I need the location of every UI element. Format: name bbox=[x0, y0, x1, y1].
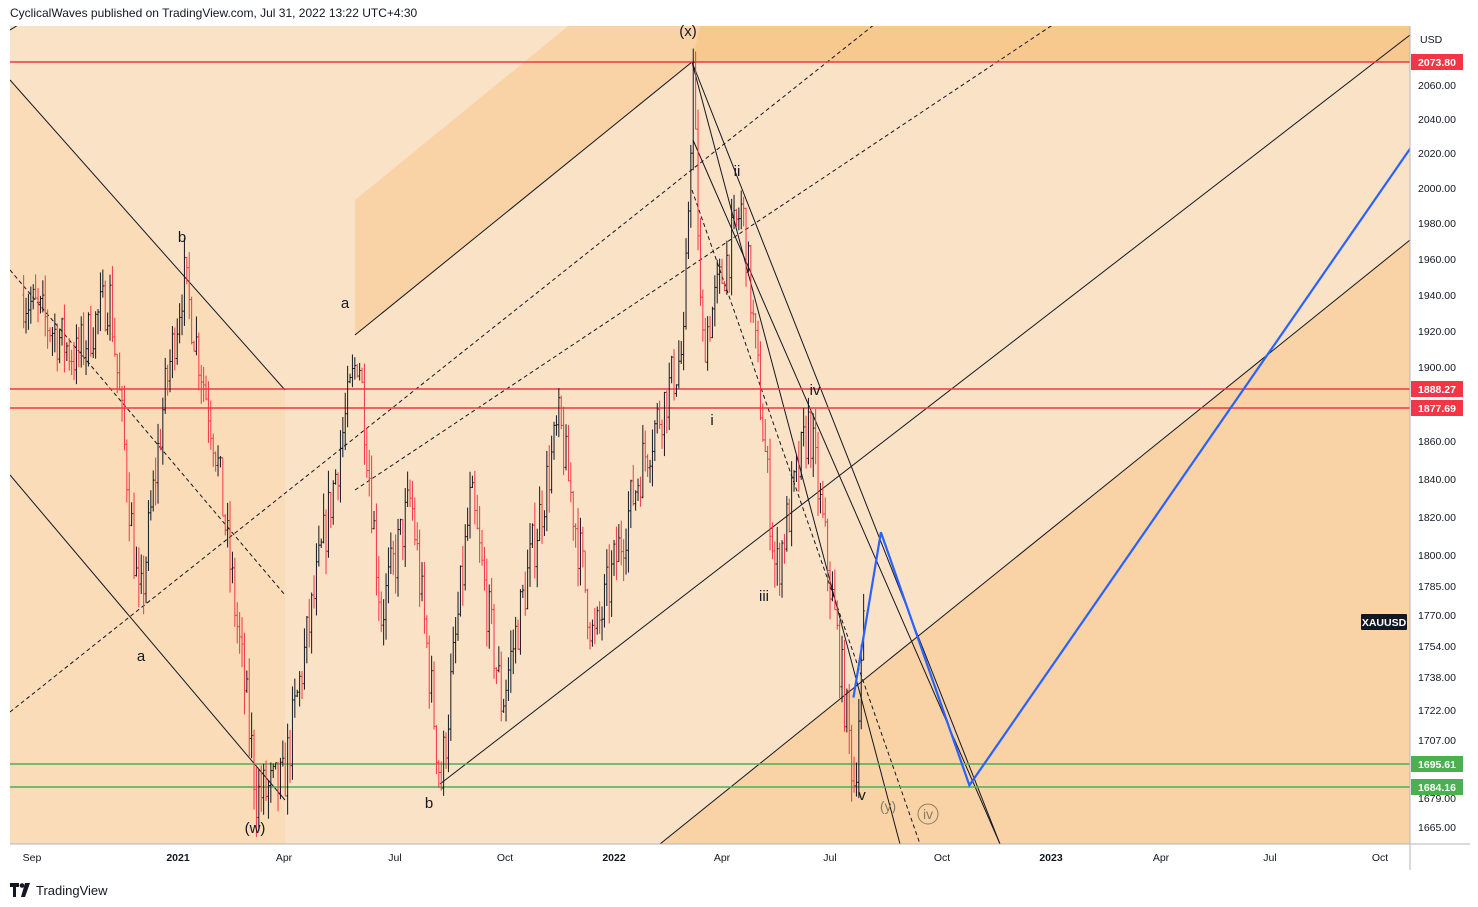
channel-line bbox=[659, 239, 1410, 844]
projection-line bbox=[852, 146, 1410, 788]
price-tags: 2073.80 1888.27 1877.69 1695.61 1684.16 bbox=[1411, 54, 1463, 795]
median-line bbox=[354, 26, 1052, 491]
tradingview-logo-icon bbox=[10, 883, 30, 897]
channel-line bbox=[439, 34, 1410, 785]
median-line bbox=[691, 189, 921, 844]
price-tick: 1738.00 bbox=[1418, 672, 1456, 684]
wave-label: iii bbox=[759, 588, 769, 605]
symbol-tag: XAUUSD bbox=[1361, 614, 1407, 630]
horizontal-levels bbox=[10, 61, 1410, 788]
upper-channel-band bbox=[692, 26, 1410, 62]
time-tick: Sep bbox=[23, 852, 42, 864]
price-tick: 1800.00 bbox=[1418, 550, 1456, 562]
time-tick: Oct bbox=[934, 852, 950, 864]
price-tick: 1785.00 bbox=[1418, 581, 1456, 593]
projection-path bbox=[852, 146, 1410, 788]
time-tick: 2022 bbox=[602, 852, 626, 864]
time-tick: Jul bbox=[823, 852, 836, 864]
wave-label: b bbox=[425, 795, 433, 812]
channel-line bbox=[10, 26, 18, 31]
price-tag bbox=[1411, 381, 1463, 397]
wave-label: iv bbox=[810, 382, 821, 399]
price-tick: 1770.00 bbox=[1418, 610, 1456, 622]
wave-label: v bbox=[858, 787, 866, 804]
price-tag bbox=[1411, 54, 1463, 70]
price-tick: 2020.00 bbox=[1418, 148, 1456, 160]
price-tick: 1820.00 bbox=[1418, 512, 1456, 524]
time-axis[interactable]: Sep 2021 Apr Jul Oct 2022 Apr Jul Oct 2023 Apr Jul O… bbox=[10, 843, 1470, 864]
price-tick: 1665.00 bbox=[1418, 822, 1456, 834]
price-tick: 1920.00 bbox=[1418, 326, 1456, 338]
time-tick: 2023 bbox=[1039, 852, 1063, 864]
publish-header: CyclicalWaves published on TradingView.c… bbox=[10, 6, 418, 20]
time-tick: Oct bbox=[1372, 852, 1388, 864]
price-tag bbox=[1411, 779, 1463, 795]
wave-label: (x) bbox=[679, 23, 697, 40]
price-tag-label: 1695.61 bbox=[1418, 759, 1456, 771]
wave-circle-icon bbox=[917, 803, 939, 825]
price-tick: 2060.00 bbox=[1418, 80, 1456, 92]
time-tick: Apr bbox=[1153, 852, 1170, 864]
wave-label: i bbox=[710, 412, 713, 429]
time-tick: Apr bbox=[276, 852, 293, 864]
currency-label: USD bbox=[1420, 34, 1443, 46]
price-tick: 1980.00 bbox=[1418, 218, 1456, 230]
tradingview-footer[interactable]: TradingView bbox=[10, 880, 108, 900]
price-tick: 1679.00 bbox=[1418, 793, 1456, 805]
candlestick-series bbox=[22, 48, 865, 837]
price-tag-label: 2073.80 bbox=[1418, 57, 1456, 69]
price-tick: 1722.00 bbox=[1418, 705, 1456, 717]
channel-line bbox=[10, 474, 286, 801]
price-tag-label: 1888.27 bbox=[1418, 384, 1456, 396]
time-tick: Oct bbox=[497, 852, 513, 864]
price-tick: 2040.00 bbox=[1418, 114, 1456, 126]
price-tick: 1940.00 bbox=[1418, 290, 1456, 302]
wave-label: a bbox=[137, 648, 146, 665]
price-tick: 1840.00 bbox=[1418, 474, 1456, 486]
channel-lines bbox=[10, 26, 1410, 844]
median-line bbox=[10, 269, 286, 596]
price-tick: 1900.00 bbox=[1418, 362, 1456, 374]
price-tag bbox=[1411, 400, 1463, 416]
price-tag-label: 1684.16 bbox=[1418, 782, 1456, 794]
channel-line bbox=[691, 61, 901, 844]
rising-channel-band bbox=[355, 26, 1410, 844]
channel-line bbox=[354, 61, 693, 336]
price-tick: 2000.00 bbox=[1418, 183, 1456, 195]
price-axis[interactable]: USD 2060.00 2040.00 2020.00 2000.00 1980.00 1… bbox=[1409, 26, 1456, 870]
price-tick: 1860.00 bbox=[1418, 436, 1456, 448]
time-tick: Apr bbox=[714, 852, 731, 864]
price-tick: 1707.00 bbox=[1418, 735, 1456, 747]
time-tick: Jul bbox=[1263, 852, 1276, 864]
wave-label: b bbox=[178, 229, 186, 246]
wave-label: a bbox=[341, 295, 350, 312]
wave-label: (w) bbox=[245, 820, 266, 837]
time-tick: 2021 bbox=[166, 852, 190, 864]
channel-line bbox=[10, 79, 286, 391]
price-tick: 1754.00 bbox=[1418, 641, 1456, 653]
price-tag-label: 1877.69 bbox=[1418, 403, 1456, 415]
tradingview-brand: TradingView bbox=[36, 882, 108, 898]
wave-label: ii bbox=[734, 163, 741, 180]
price-tick: 1960.00 bbox=[1418, 254, 1456, 266]
wave-label: (y) bbox=[880, 798, 896, 814]
wave-label: iv bbox=[923, 806, 933, 822]
svg-text:XAUUSD: XAUUSD bbox=[1362, 617, 1407, 629]
falling-channel-band bbox=[10, 80, 285, 844]
median-line bbox=[10, 26, 874, 713]
price-tag bbox=[1411, 756, 1463, 772]
time-tick: Jul bbox=[388, 852, 401, 864]
channel-line bbox=[691, 61, 1001, 844]
